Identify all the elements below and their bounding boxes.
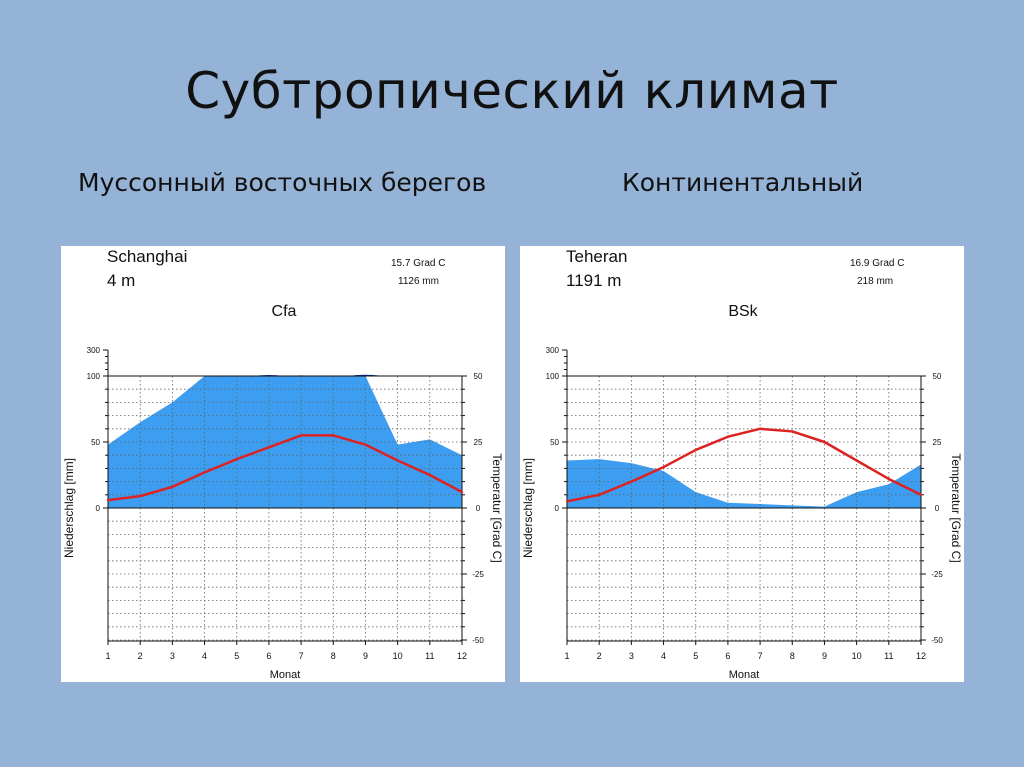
temperature-point [565, 500, 569, 503]
month-label: 9 [363, 651, 368, 661]
y-axis-label-precipitation: Niederschlag [mm] [521, 458, 535, 558]
temperature-point [919, 493, 923, 496]
temperature-point [235, 457, 238, 461]
temp-tick-label: -25 [472, 570, 484, 579]
temp-tick-label: -50 [472, 636, 484, 645]
month-label: 12 [457, 651, 467, 661]
y-axis-label-precipitation: Niederschlag [mm] [62, 458, 76, 558]
temp-tick-label: 50 [474, 372, 483, 381]
annual-precipitation: 1126 mm [398, 276, 439, 287]
temp-tick-label: 25 [474, 438, 483, 447]
temp-tick-label: 0 [476, 504, 481, 513]
slide-title: Субтропический климат [185, 62, 839, 120]
temperature-point [758, 427, 762, 430]
month-label: 5 [234, 651, 239, 661]
temp-tick-label: -25 [931, 570, 943, 579]
temperature-point [791, 430, 794, 433]
month-label: 11 [884, 651, 893, 661]
temp-tick-label: -50 [931, 636, 943, 645]
station-elevation: 4 m [107, 271, 135, 290]
precip-tick-label: 50 [550, 438, 559, 447]
month-label: 4 [202, 651, 207, 661]
annual-precipitation: 218 mm [857, 276, 893, 287]
temperature-point [662, 465, 665, 469]
month-label: 6 [266, 651, 271, 661]
precip-tick-label: 0 [96, 504, 101, 513]
precip-tick-label: 300 [87, 346, 101, 355]
precip-tick-label: 300 [546, 346, 560, 355]
month-label: 12 [916, 651, 926, 661]
month-label: 10 [852, 651, 862, 661]
temperature-point [267, 446, 271, 449]
month-label: 1 [564, 651, 569, 661]
temperature-point [597, 493, 601, 496]
month-label: 7 [299, 651, 304, 661]
annual-temperature: 16.9 Grad C [850, 258, 904, 269]
x-axis-label: Monat [270, 669, 301, 681]
month-label: 3 [170, 651, 175, 661]
precip-tick-label: 100 [546, 372, 560, 381]
temp-tick-label: 25 [933, 438, 942, 447]
temperature-point [694, 448, 697, 452]
month-label: 3 [629, 651, 634, 661]
temperature-point [332, 434, 335, 437]
temperature-point [396, 459, 399, 462]
month-label: 10 [393, 651, 403, 661]
month-label: 2 [597, 651, 602, 661]
temperature-point [887, 477, 891, 481]
climate-chart-tehran: Teheran 1191 m 16.9 Grad C 218 mm BSk 0 50 100 3… [520, 246, 964, 682]
temperature-point [171, 485, 174, 489]
temp-tick-label: 0 [935, 504, 940, 513]
station-name: Teheran [566, 247, 627, 266]
month-label: 5 [693, 651, 698, 661]
station-name: Schanghai [107, 247, 187, 266]
month-label: 1 [105, 651, 110, 661]
precip-tick-label: 100 [87, 372, 101, 381]
y-axis-label-temperature: Temperatur [Grad C] [949, 453, 963, 562]
temperature-point [460, 490, 464, 494]
annual-temperature: 15.7 Grad C [391, 258, 445, 269]
climate-class: Cfa [272, 303, 297, 320]
x-axis-label: Monat [729, 669, 760, 681]
month-label: 8 [790, 651, 795, 661]
precip-tick-label: 0 [555, 504, 560, 513]
station-elevation: 1191 m [566, 271, 621, 290]
temperature-point [203, 471, 206, 474]
temperature-point [823, 440, 826, 444]
temperature-line [107, 434, 463, 502]
month-label: 6 [725, 651, 730, 661]
month-label: 2 [138, 651, 143, 661]
climate-chart-shanghai: Schanghai 4 m 15.7 Grad C 1126 mm Cfa 0 50 100 3… [61, 246, 505, 682]
temperature-point [855, 459, 858, 462]
month-label: 11 [425, 651, 434, 661]
temperature-point [364, 443, 367, 446]
subtitle-monsoon: Муссонный восточных берегов [78, 168, 487, 197]
temperature-point [630, 480, 633, 483]
precip-tick-label: 50 [91, 438, 100, 447]
month-label: 7 [758, 651, 763, 661]
month-label: 9 [822, 651, 827, 661]
temperature-line [566, 427, 922, 503]
month-label: 8 [331, 651, 336, 661]
temperature-point [726, 435, 730, 438]
y-axis-label-temperature: Temperatur [Grad C] [490, 453, 504, 562]
climate-class: BSk [728, 303, 758, 320]
temperature-point [299, 434, 303, 437]
month-label: 4 [661, 651, 666, 661]
temperature-point [106, 498, 110, 502]
subtitle-continental: Континентальный [622, 168, 864, 197]
temp-tick-label: 50 [933, 372, 942, 381]
temperature-point [428, 473, 432, 477]
temperature-point [138, 494, 142, 498]
